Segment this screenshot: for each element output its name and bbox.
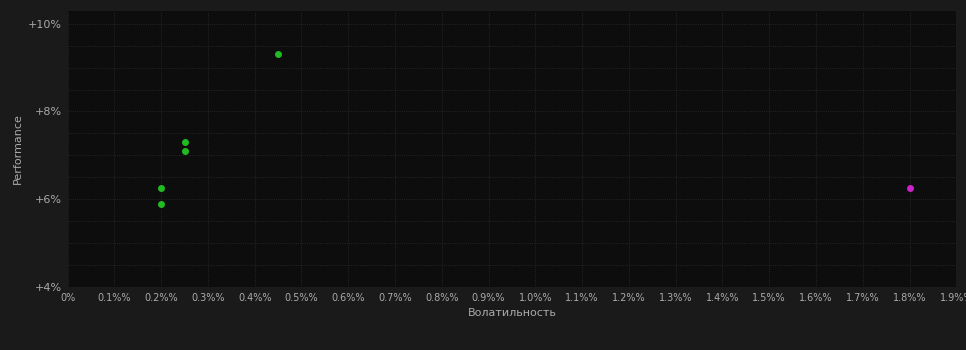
X-axis label: Волатильность: Волатильность [468, 308, 556, 318]
Y-axis label: Performance: Performance [13, 113, 22, 184]
